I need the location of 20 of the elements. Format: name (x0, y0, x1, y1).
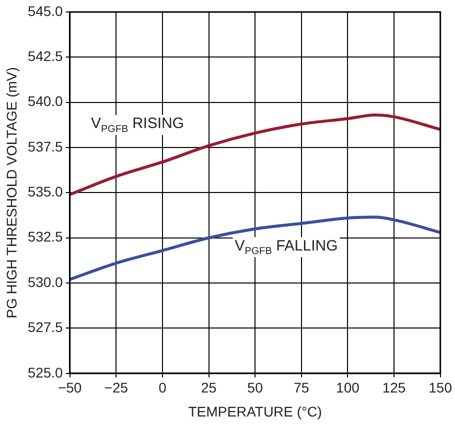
x-tick-label: 125 (382, 380, 406, 396)
x-tick-label: 100 (336, 380, 360, 396)
x-tick-label: 75 (294, 380, 310, 396)
x-tick-label: 0 (158, 380, 167, 396)
x-tick-label: −25 (104, 380, 128, 396)
y-tick-label: 535.0 (28, 184, 64, 200)
y-axis-title: PG HIGH THRESHOLD VOLTAGE (mV) (3, 67, 20, 318)
y-tick-label: 537.5 (28, 138, 64, 154)
y-tick-label: 532.5 (28, 228, 64, 245)
x-axis-title: TEMPERATURE (°C) (188, 403, 322, 420)
y-tick-label: 542.5 (28, 48, 64, 64)
y-tick-label: 545.0 (28, 2, 64, 19)
x-tick-label: −50 (58, 380, 82, 396)
x-tick-label: 25 (200, 380, 217, 396)
y-tick-label: 525.0 (28, 364, 64, 380)
y-tick-label: 527.5 (28, 319, 64, 336)
x-tick-label: 150 (428, 380, 452, 396)
y-tick-label: 530.0 (28, 274, 64, 290)
y-tick-label: 540.0 (28, 93, 64, 110)
x-tick-label: 50 (247, 380, 264, 396)
